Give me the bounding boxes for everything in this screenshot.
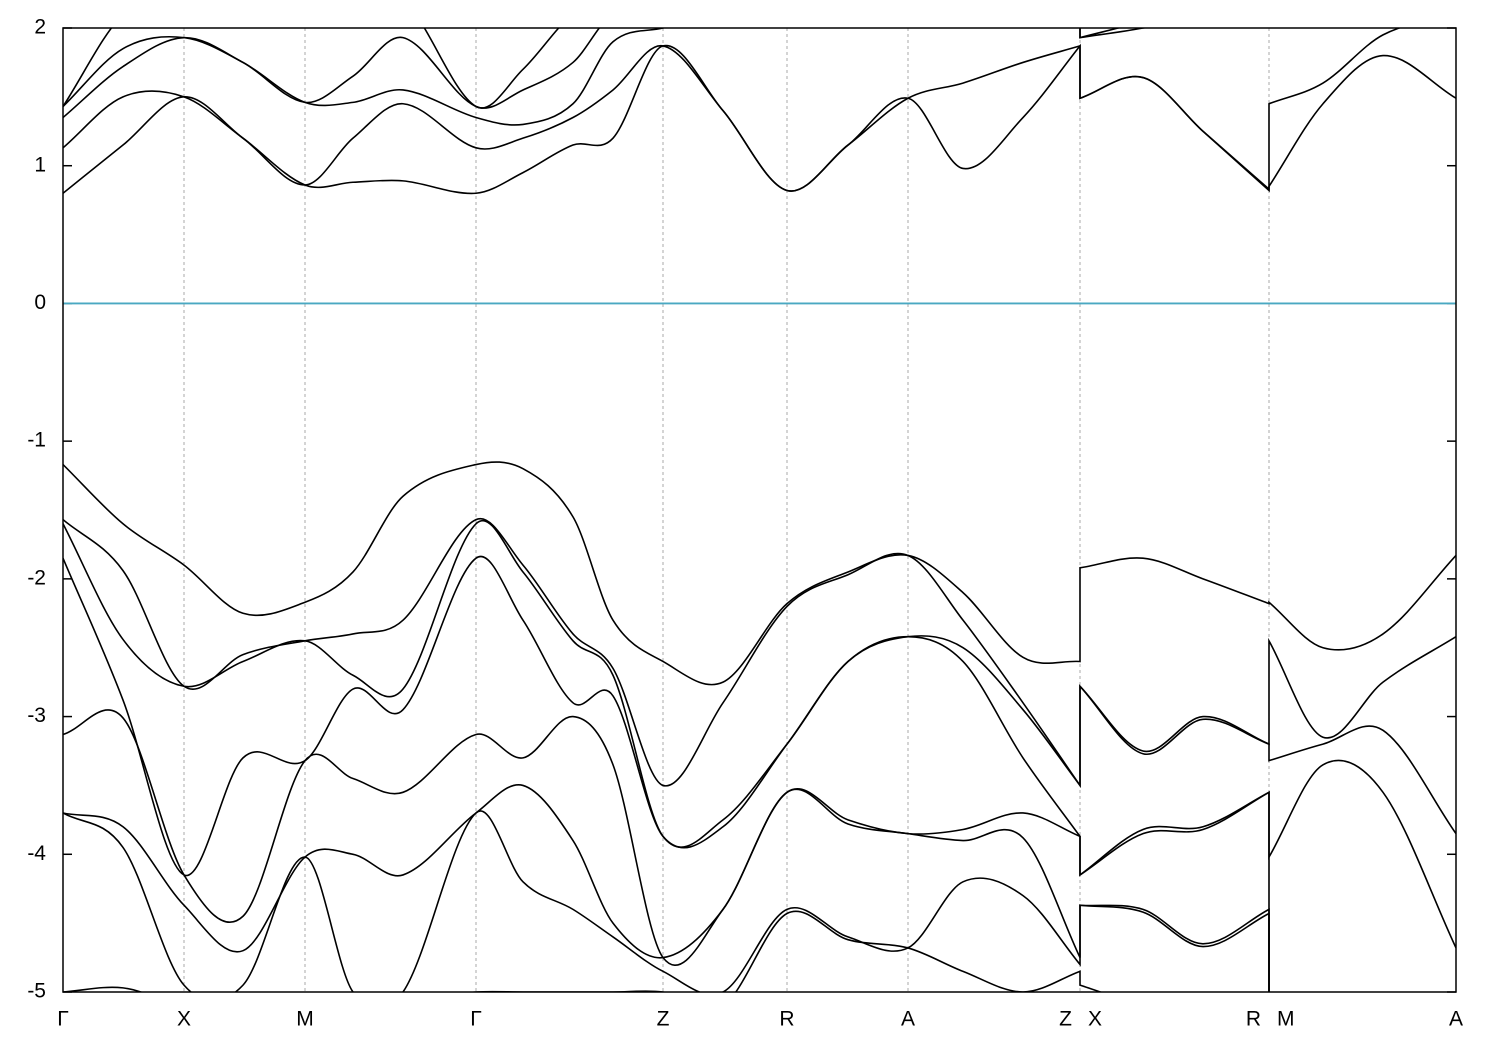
- y-tick-label: -2: [27, 566, 46, 589]
- band-line: [63, 910, 1103, 992]
- band-line: [63, 517, 1456, 788]
- x-tick-label: Γ: [470, 1008, 482, 1031]
- band-line: [63, 709, 1270, 992]
- x-tick-label: R: [779, 1008, 794, 1031]
- band-line: [63, 28, 1122, 109]
- plot-frame: [62, 27, 1457, 993]
- x-tick-label: A: [1449, 1008, 1463, 1031]
- x-tick-label: X: [177, 1008, 191, 1031]
- x-tick-label: Γ: [57, 1008, 69, 1031]
- y-tick-label: 1: [34, 153, 46, 176]
- band-line: [63, 28, 1402, 192]
- band-line: [63, 461, 1456, 686]
- y-tick-label: 2: [34, 16, 46, 39]
- x-tick-label: X: [1088, 1008, 1102, 1031]
- band-line: [63, 520, 1456, 849]
- band-line: [63, 43, 1456, 195]
- x-tick-label: Z: [1059, 1008, 1072, 1031]
- y-tick-label: -3: [27, 704, 46, 727]
- x-tick-label: Z: [657, 1008, 670, 1031]
- x-tick-label: A: [901, 1008, 915, 1031]
- x-tick-label: M: [1277, 1008, 1295, 1031]
- bands: [63, 28, 1456, 992]
- y-tick-label: -4: [27, 842, 46, 865]
- y-tick-label: -5: [27, 980, 46, 1003]
- band-line: [63, 28, 1148, 126]
- y-tick-label: -1: [27, 429, 46, 452]
- band-line: [63, 28, 560, 109]
- band-line: [63, 810, 1270, 992]
- x-tick-label: R: [1246, 1008, 1261, 1031]
- x-tick-label: M: [296, 1008, 314, 1031]
- y-tick-label: 0: [34, 291, 46, 314]
- band-line: [63, 784, 1270, 992]
- band-line: [63, 555, 1456, 949]
